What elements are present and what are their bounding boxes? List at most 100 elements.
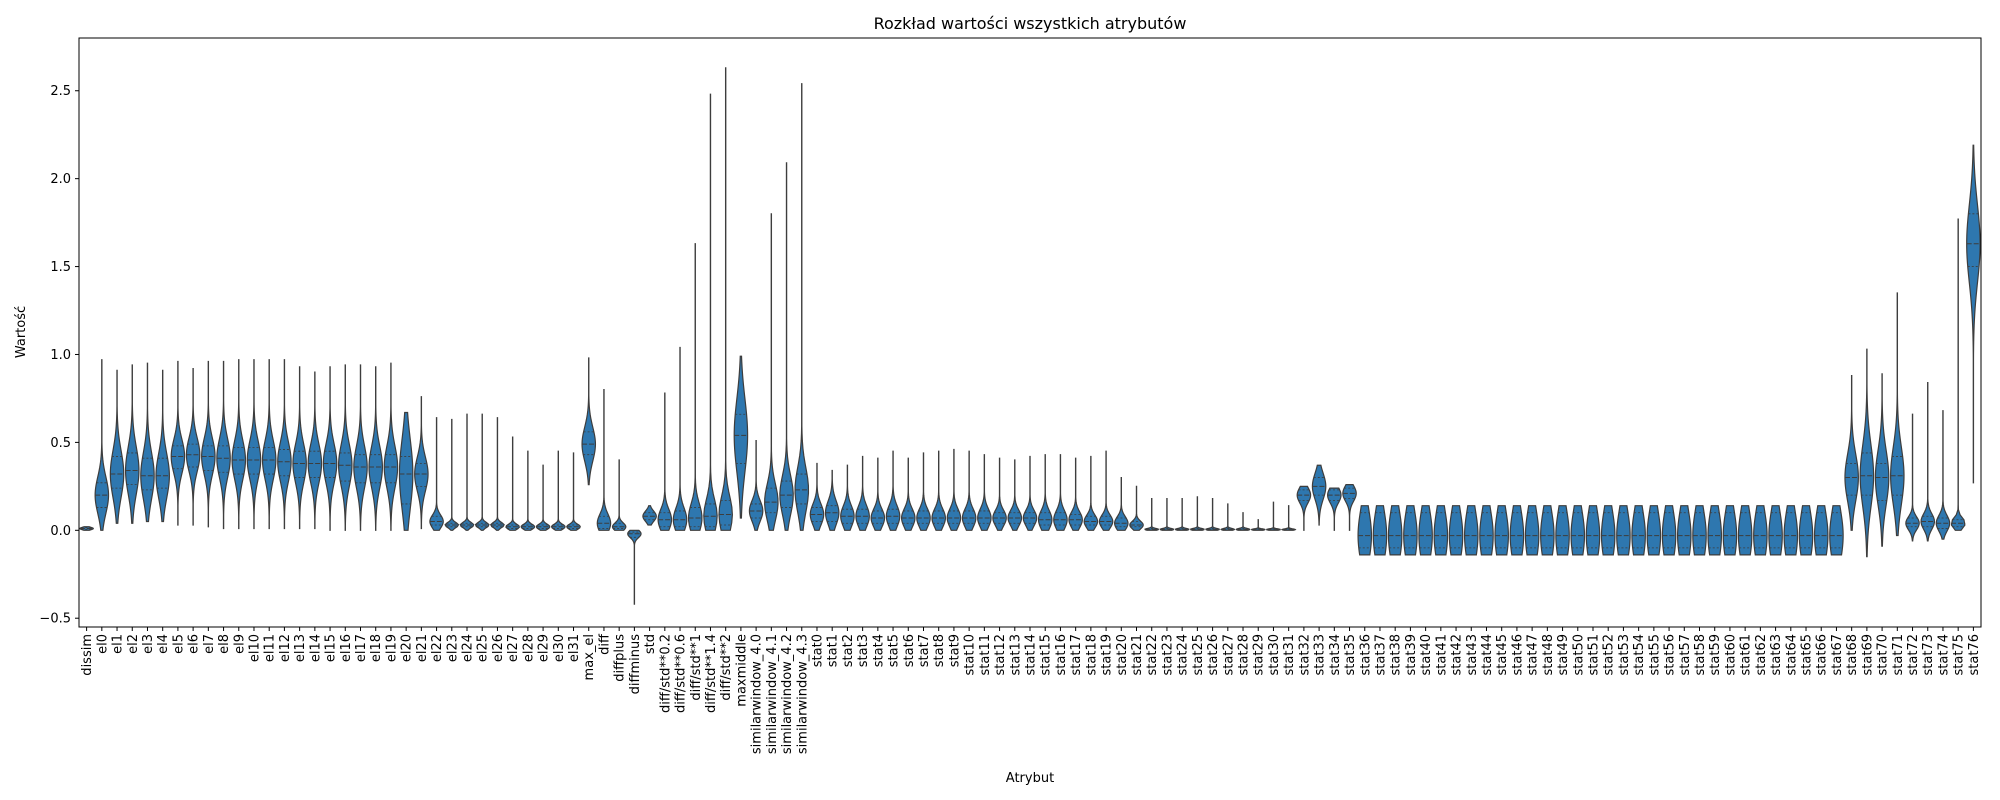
x-tick-label-stat13: stat13 [1008,634,1023,675]
violin-el10 [246,359,262,530]
violin-stat70 [1874,373,1890,547]
violin-stat22 [1144,498,1160,531]
x-tick-label-stat35: stat35 [1343,634,1358,675]
x-tick-label-stat71: stat71 [1891,634,1906,675]
x-tick-label-el30: el30 [552,634,567,662]
x-tick-label-stat70: stat70 [1876,634,1891,675]
x-tick-label-el0: el0 [95,634,110,654]
violin-stat7 [916,452,931,531]
y-tick-label: 1.5 [50,260,71,275]
violin-stat57 [1676,505,1692,556]
x-tick-label-stat53: stat53 [1617,634,1632,675]
violin-el17 [353,364,368,531]
violin-stat36 [1357,505,1373,556]
violin-el3 [140,362,155,523]
x-tick-label-stat26: stat26 [1206,634,1221,675]
x-tick-label-stat40: stat40 [1419,634,1434,675]
x-tick-label-stat20: stat20 [1115,634,1130,675]
violin-el29 [535,464,551,531]
x-tick-label-stat64: stat64 [1784,634,1799,675]
violin-stat3 [855,455,870,531]
x-axis-label: Atrybut [1006,771,1054,786]
y-axis-label: Wartość [14,306,29,358]
violin-diff/std**2 [718,67,733,531]
y-tick-label: 2.5 [50,84,71,99]
x-tick-label-stat25: stat25 [1191,634,1206,675]
violin-stat38 [1387,505,1403,556]
x-tick-label-stat38: stat38 [1389,634,1404,675]
violin-diffminus [627,529,642,605]
x-tick-label-stat22: stat22 [1145,634,1160,675]
x-tick-label-el6: el6 [187,634,202,654]
x-tick-label-el17: el17 [354,634,369,662]
x-tick-label-stat11: stat11 [978,634,993,675]
x-tick-label-stat67: stat67 [1830,634,1845,675]
x-tick-label-similarwindow_4.2: similarwindow_4.2 [780,634,795,754]
y-axis: −0.5 0.0 0.5 1.0 1.5 2.0 2.5 [39,84,79,627]
violin-stat2 [840,464,855,531]
x-tick-label-el27: el27 [506,634,521,662]
x-tick-label-stat73: stat73 [1921,634,1936,675]
x-tick-label-diff/std**0.2: diff/std**0.2 [658,634,673,713]
violin-stat30 [1266,501,1281,531]
x-tick-label-stat51: stat51 [1586,634,1601,675]
x-tick-label-stat27: stat27 [1221,634,1236,675]
x-tick-label-el20: el20 [400,634,415,662]
x-tick-label-stat75: stat75 [1952,634,1967,675]
x-tick-label-el22: el22 [430,634,445,662]
y-tick-label: 0.5 [50,436,71,451]
violin-max_el [581,357,597,486]
violin-stat53 [1616,505,1631,556]
violin-stat1 [824,469,840,531]
x-tick-label-diffplus: diffplus [613,634,628,682]
x-tick-label-stat69: stat69 [1860,634,1875,675]
x-tick-label-stat10: stat10 [963,634,978,675]
x-tick-label-stat37: stat37 [1373,634,1388,675]
violin-stat37 [1372,505,1388,556]
violin-el25 [474,413,490,531]
x-tick-label-stat6: stat6 [902,634,917,667]
x-tick-label-max_el: max_el [582,634,597,680]
x-tick-label-stat41: stat41 [1434,634,1449,675]
x-tick-label-stat63: stat63 [1769,634,1784,675]
violin-stat39 [1403,505,1418,556]
x-tick-label-diffminus: diffminus [628,634,643,695]
violin-stat49 [1555,505,1570,556]
x-tick-label-similarwindow_4.3: similarwindow_4.3 [795,634,810,754]
violin-diff/std**1.4 [703,93,718,531]
x-tick-label-stat56: stat56 [1663,634,1678,675]
x-tick-label-el14: el14 [308,634,323,662]
violin-stat17 [1068,457,1083,531]
x-tick-label-stat46: stat46 [1510,634,1525,675]
violin-stat55 [1646,505,1662,556]
violin-el11 [261,359,277,530]
x-tick-label-stat39: stat39 [1404,634,1419,675]
x-tick-label-el28: el28 [521,634,536,662]
violin-el21 [414,396,429,530]
y-tick-label: 2.0 [50,172,71,187]
violin-stat20 [1113,476,1129,531]
violin-stat60 [1722,505,1738,556]
violin-el15 [322,366,338,531]
x-tick-label-maxmiddle: maxmiddle [734,634,749,707]
x-tick-label-stat76: stat76 [1967,634,1982,675]
violin-el18 [368,366,384,531]
violin-stat52 [1600,505,1616,556]
x-tick-label-el18: el18 [369,634,384,662]
violin-stat44 [1479,505,1494,556]
x-tick-label-el19: el19 [384,634,399,662]
x-tick-label-stat65: stat65 [1800,634,1815,675]
x-tick-label-stat45: stat45 [1495,634,1510,675]
violin-el0 [94,359,110,531]
x-tick-label-stat54: stat54 [1632,634,1647,675]
violin-stat15 [1037,454,1053,531]
violin-el31 [566,452,581,531]
x-tick-label-el11: el11 [263,634,278,662]
violin-diff/std**1 [687,243,703,531]
x-tick-label-stat66: stat66 [1815,634,1830,675]
x-tick-label-stat43: stat43 [1465,634,1480,675]
x-tick-label-stat2: stat2 [841,634,856,667]
violin-stat67 [1829,505,1844,556]
x-tick-label-diff: diff [597,633,612,655]
x-tick-label-el29: el29 [537,634,552,662]
